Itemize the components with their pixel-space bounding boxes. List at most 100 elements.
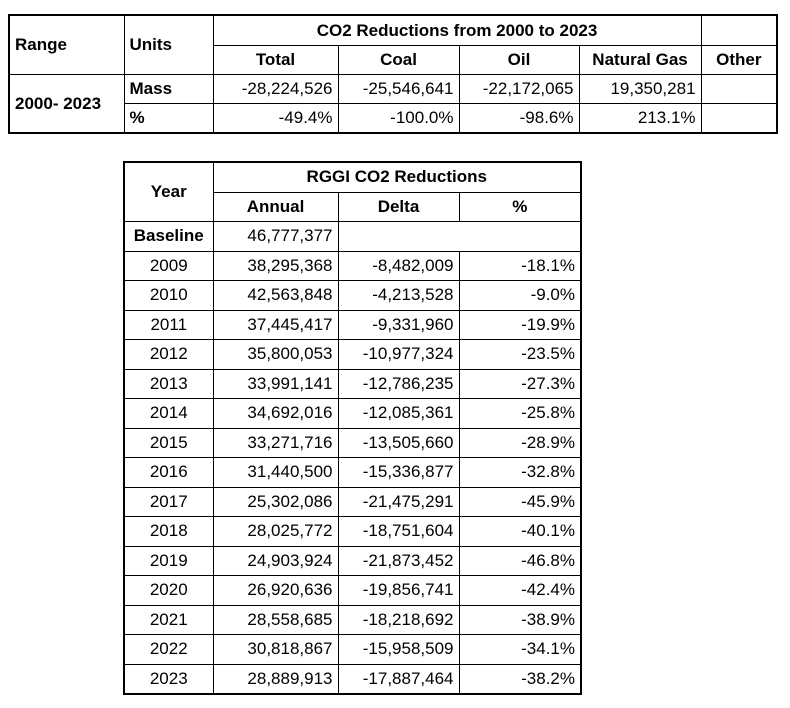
annual-cell: 42,563,848 bbox=[212, 280, 339, 311]
percent-cell: -25.8% bbox=[458, 398, 582, 429]
table-row: 2011 37,445,417 -9,331,960 -19.9% bbox=[123, 309, 582, 340]
percent-cell: -27.3% bbox=[458, 368, 582, 399]
column-header-delta: Delta bbox=[337, 191, 460, 222]
year-cell: 2019 bbox=[123, 545, 214, 576]
annual-cell: 28,889,913 bbox=[212, 663, 339, 695]
rggi-table-title: RGGI CO2 Reductions bbox=[212, 161, 582, 193]
baseline-label: Baseline bbox=[123, 221, 214, 252]
empty-cell-above-other bbox=[700, 14, 778, 46]
percent-cell: -34.1% bbox=[458, 634, 582, 665]
column-header-other: Other bbox=[700, 45, 778, 75]
percent-cell: -38.2% bbox=[458, 663, 582, 695]
percent-cell: -38.9% bbox=[458, 604, 582, 635]
annual-cell: 33,991,141 bbox=[212, 368, 339, 399]
percent-cell: -46.8% bbox=[458, 545, 582, 576]
units-column-header: Units bbox=[123, 14, 214, 75]
annual-cell: 28,025,772 bbox=[212, 516, 339, 547]
summary-columns-row: Total Coal Oil Natural Gas Other bbox=[9, 45, 778, 75]
annual-cell: 28,558,685 bbox=[212, 604, 339, 635]
mass-total-cell: -28,224,526 bbox=[212, 74, 339, 104]
column-header-annual: Annual bbox=[212, 191, 339, 222]
rggi-title-row: Year RGGI CO2 Reductions bbox=[123, 161, 582, 222]
year-cell: 2023 bbox=[123, 663, 214, 695]
percent-cell: -9.0% bbox=[458, 280, 582, 311]
year-cell: 2009 bbox=[123, 250, 214, 281]
percent-row: % -49.4% -100.0% -98.6% 213.1% bbox=[9, 103, 778, 134]
annual-cell: 30,818,867 bbox=[212, 634, 339, 665]
table-row: 2023 28,889,913 -17,887,464 -38.2% bbox=[123, 663, 582, 695]
year-cell: 2018 bbox=[123, 516, 214, 547]
annual-cell: 26,920,636 bbox=[212, 575, 339, 606]
year-cell: 2022 bbox=[123, 634, 214, 665]
summary-table-title: CO2 Reductions from 2000 to 2023 bbox=[212, 14, 702, 46]
delta-cell: -12,786,235 bbox=[337, 368, 460, 399]
delta-cell: -8,482,009 bbox=[337, 250, 460, 281]
annual-cell: 25,302,086 bbox=[212, 486, 339, 517]
column-header-total: Total bbox=[212, 45, 339, 75]
range-column-header: Range bbox=[8, 14, 125, 75]
delta-cell: -18,218,692 bbox=[337, 604, 460, 635]
mass-row: 2000- 2023 Mass -28,224,526 -25,546,641 … bbox=[8, 74, 778, 134]
percent-cell: -32.8% bbox=[458, 457, 582, 488]
annual-cell: 37,445,417 bbox=[212, 309, 339, 340]
annual-cell: 35,800,053 bbox=[212, 339, 339, 370]
delta-cell: -18,751,604 bbox=[337, 516, 460, 547]
year-cell: 2017 bbox=[123, 486, 214, 517]
percent-oil-cell: -98.6% bbox=[458, 103, 580, 134]
delta-cell: -21,475,291 bbox=[337, 486, 460, 517]
percent-other-cell bbox=[700, 103, 778, 134]
percent-cell: -19.9% bbox=[458, 309, 582, 340]
percent-cell: -42.4% bbox=[458, 575, 582, 606]
table-row: 2014 34,692,016 -12,085,361 -25.8% bbox=[123, 398, 582, 429]
column-header-oil: Oil bbox=[458, 45, 580, 75]
mass-coal-cell: -25,546,641 bbox=[337, 74, 460, 104]
percent-row-label: % bbox=[123, 103, 214, 134]
delta-cell: -15,336,877 bbox=[337, 457, 460, 488]
year-cell: 2015 bbox=[123, 427, 214, 458]
table-row: 2020 26,920,636 -19,856,741 -42.4% bbox=[123, 575, 582, 606]
year-cell: 2010 bbox=[123, 280, 214, 311]
table-row: 2022 30,818,867 -15,958,509 -34.1% bbox=[123, 634, 582, 665]
delta-cell: -9,331,960 bbox=[337, 309, 460, 340]
mass-other-cell bbox=[700, 74, 778, 104]
percent-cell: -18.1% bbox=[458, 250, 582, 281]
rggi-columns-row: Annual Delta % bbox=[124, 191, 582, 222]
baseline-annual-cell: 46,777,377 bbox=[212, 221, 339, 252]
column-header-coal: Coal bbox=[337, 45, 460, 75]
percent-total-cell: -49.4% bbox=[212, 103, 339, 134]
annual-cell: 31,440,500 bbox=[212, 457, 339, 488]
table-row: 2016 31,440,500 -15,336,877 -32.8% bbox=[123, 457, 582, 488]
delta-cell: -10,977,324 bbox=[337, 339, 460, 370]
mass-row-label: Mass bbox=[123, 74, 214, 104]
year-cell: 2020 bbox=[123, 575, 214, 606]
delta-cell: -13,505,660 bbox=[337, 427, 460, 458]
baseline-empty-cell bbox=[337, 221, 582, 252]
delta-cell: -12,085,361 bbox=[337, 398, 460, 429]
year-cell: 2021 bbox=[123, 604, 214, 635]
percent-natural-gas-cell: 213.1% bbox=[578, 103, 702, 134]
rggi-table: Year RGGI CO2 Reductions Annual Delta % … bbox=[123, 161, 583, 695]
annual-cell: 24,903,924 bbox=[212, 545, 339, 576]
table-row: 2009 38,295,368 -8,482,009 -18.1% bbox=[123, 250, 582, 281]
table-row: 2019 24,903,924 -21,873,452 -46.8% bbox=[123, 545, 582, 576]
delta-cell: -15,958,509 bbox=[337, 634, 460, 665]
column-header-percent: % bbox=[458, 191, 582, 222]
delta-cell: -19,856,741 bbox=[337, 575, 460, 606]
annual-cell: 34,692,016 bbox=[212, 398, 339, 429]
table-row: 2021 28,558,685 -18,218,692 -38.9% bbox=[123, 604, 582, 635]
year-column-header: Year bbox=[123, 161, 214, 222]
table-row: 2015 33,271,716 -13,505,660 -28.9% bbox=[123, 427, 582, 458]
year-cell: 2016 bbox=[123, 457, 214, 488]
table-row: 2013 33,991,141 -12,786,235 -27.3% bbox=[123, 368, 582, 399]
table-row: 2010 42,563,848 -4,213,528 -9.0% bbox=[123, 280, 582, 311]
table-row: 2018 28,025,772 -18,751,604 -40.1% bbox=[123, 516, 582, 547]
percent-cell: -40.1% bbox=[458, 516, 582, 547]
annual-cell: 38,295,368 bbox=[212, 250, 339, 281]
table-row: 2012 35,800,053 -10,977,324 -23.5% bbox=[123, 339, 582, 370]
year-cell: 2013 bbox=[123, 368, 214, 399]
percent-cell: -23.5% bbox=[458, 339, 582, 370]
mass-natural-gas-cell: 19,350,281 bbox=[578, 74, 702, 104]
mass-oil-cell: -22,172,065 bbox=[458, 74, 580, 104]
summary-table: Range Units CO2 Reductions from 2000 to … bbox=[8, 14, 779, 134]
annual-cell: 33,271,716 bbox=[212, 427, 339, 458]
